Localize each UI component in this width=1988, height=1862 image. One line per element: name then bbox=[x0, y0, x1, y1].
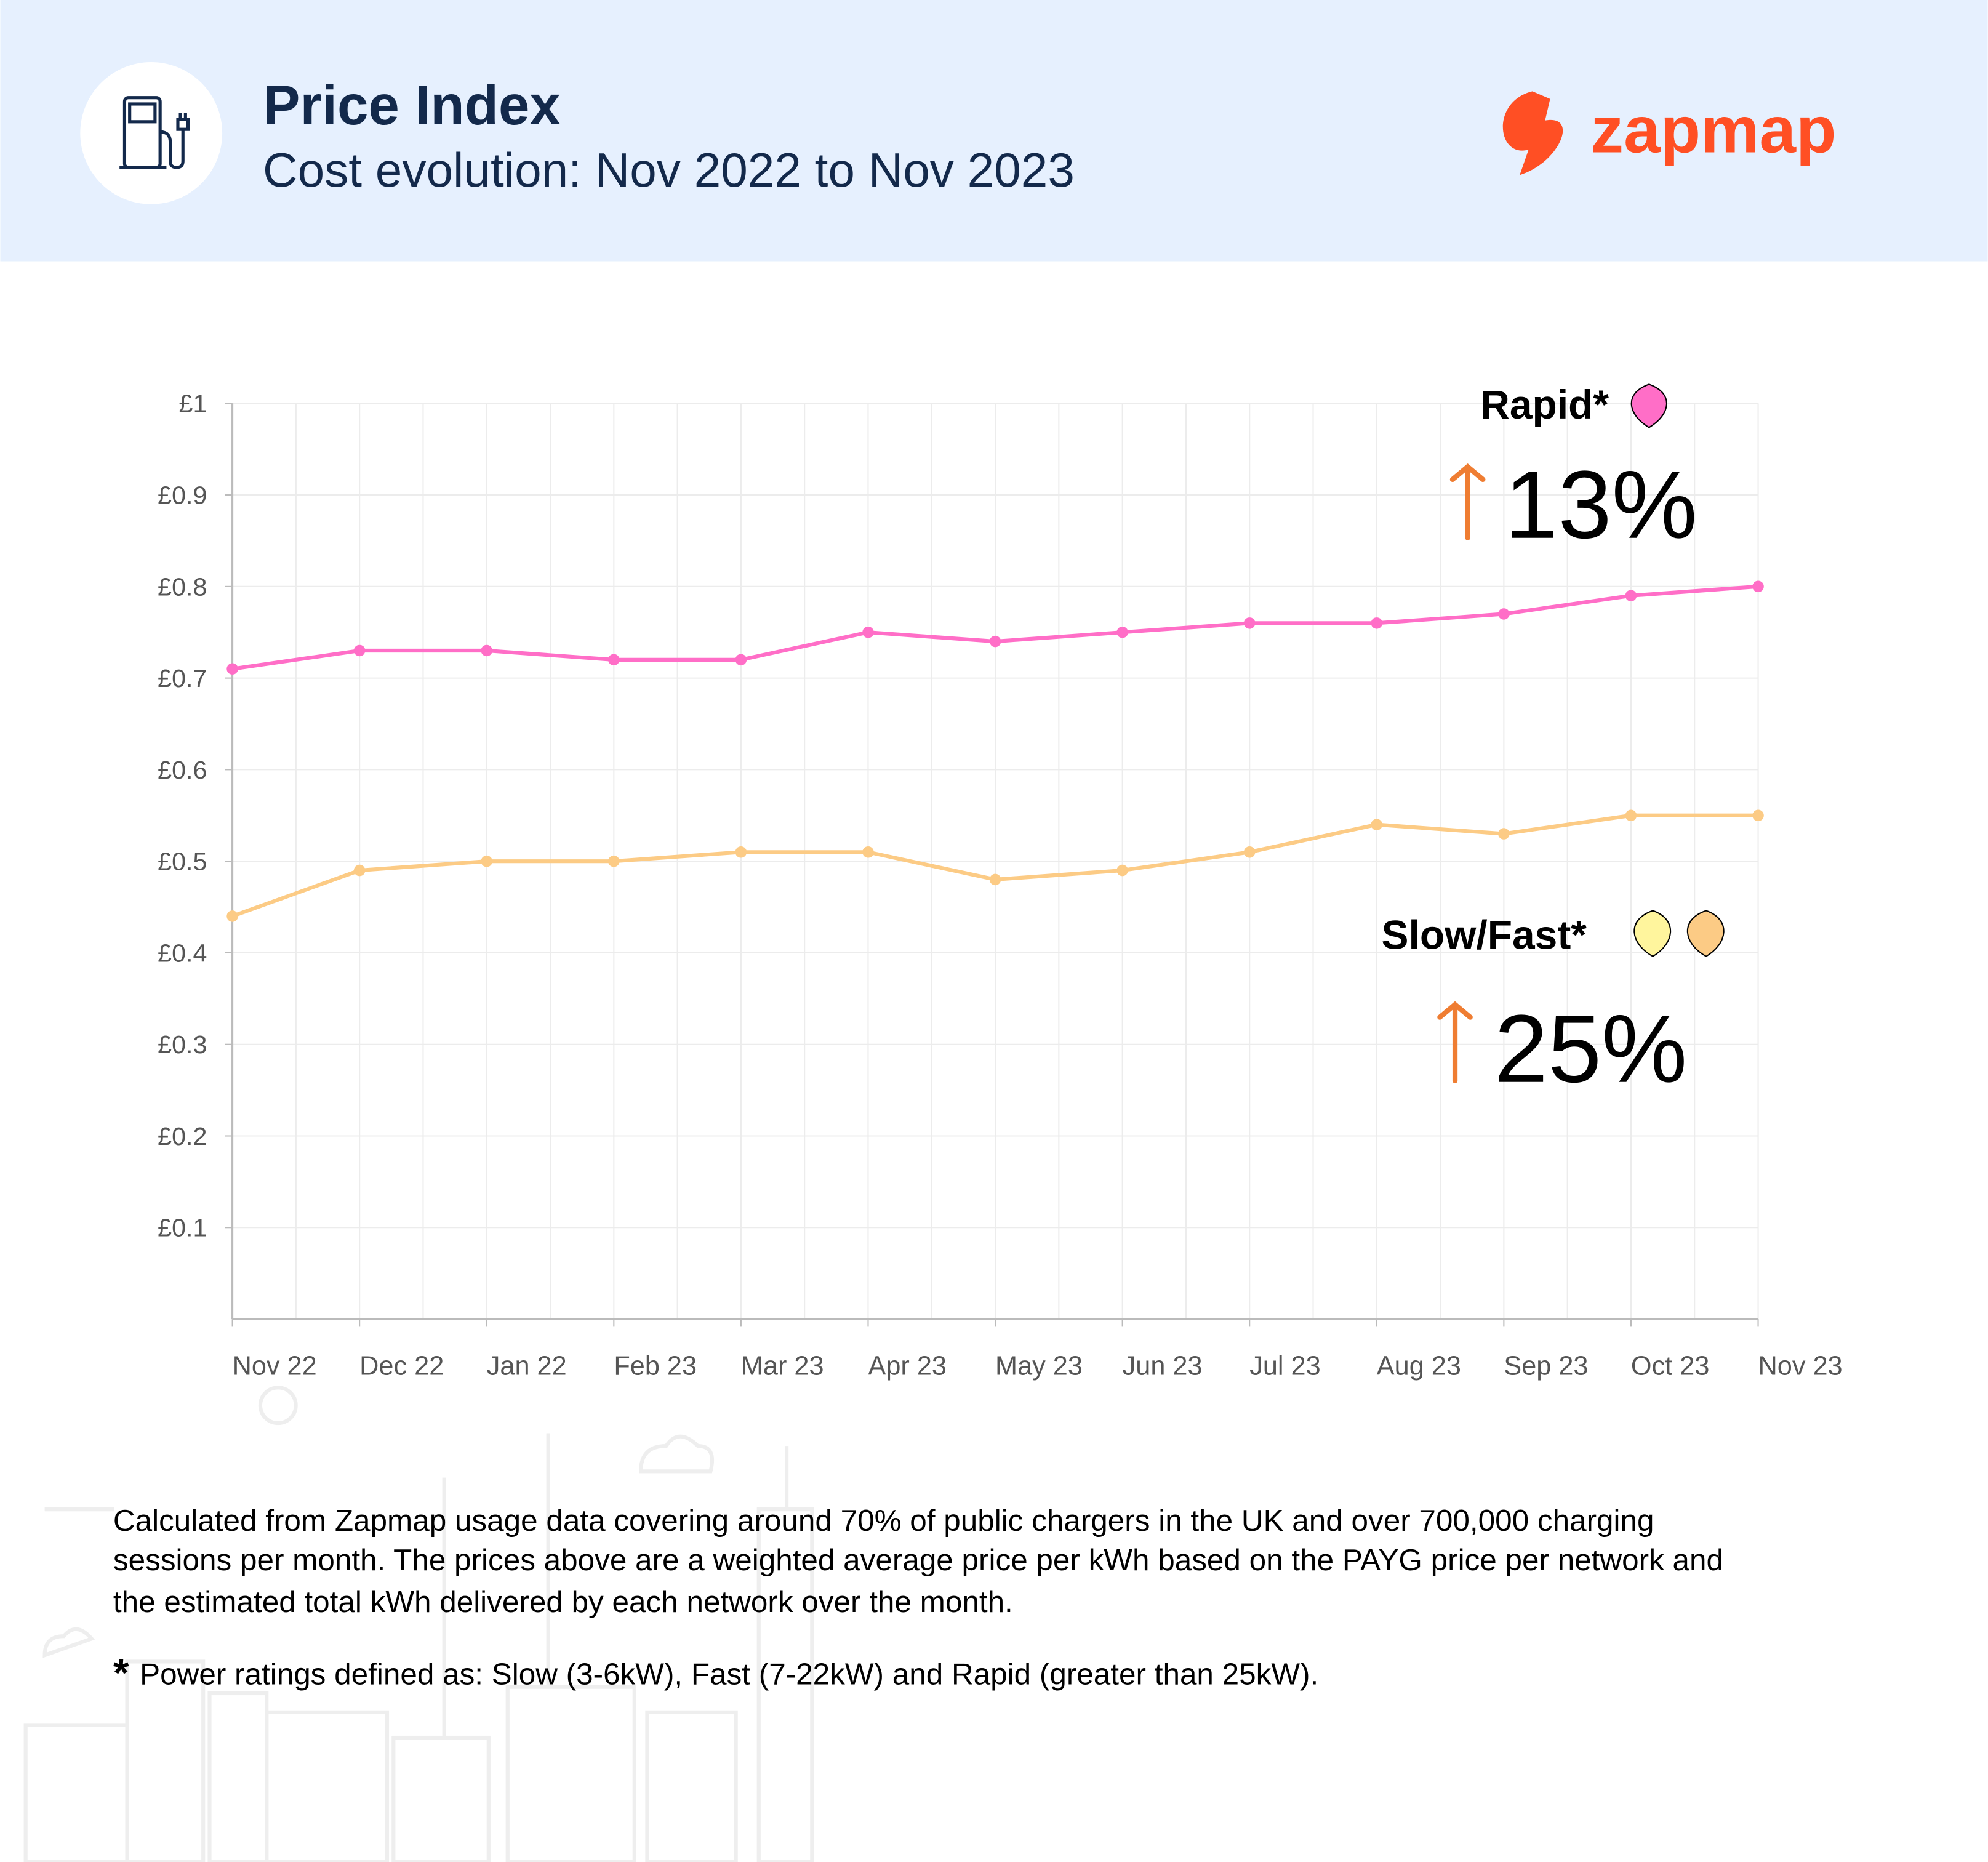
data-point bbox=[862, 626, 874, 638]
slowfast-change: 25% bbox=[1494, 995, 1687, 1103]
data-point bbox=[353, 864, 366, 877]
data-point bbox=[1116, 864, 1128, 877]
y-tick-label: £0.8 bbox=[158, 572, 207, 601]
asterisk: * bbox=[113, 1650, 129, 1696]
note-line: Calculated from Zapmap usage data coveri… bbox=[113, 1504, 1654, 1538]
x-tick-label: Nov 23 bbox=[1758, 1352, 1843, 1381]
x-axis-ticks: Nov 22 Dec 22 Jan 22 Feb 23 Mar 23 Apr 23 May … bbox=[231, 1319, 1843, 1381]
data-point bbox=[1752, 809, 1764, 822]
page-subtitle: Cost evolution: Nov 2022 to Nov 2023 bbox=[263, 143, 1075, 197]
y-tick-label: £0.3 bbox=[158, 1030, 207, 1059]
y-tick-label: £1 bbox=[179, 390, 207, 418]
x-tick-label: Jun 23 bbox=[1123, 1352, 1203, 1381]
data-point bbox=[1371, 819, 1383, 830]
arrow-up-icon bbox=[1437, 1001, 1473, 1083]
data-point bbox=[481, 644, 493, 657]
city-skyline-decoration bbox=[23, 1386, 814, 1862]
data-point bbox=[862, 846, 874, 858]
data-point bbox=[735, 846, 747, 858]
rapid-change: 13% bbox=[1504, 451, 1697, 559]
data-point bbox=[735, 654, 747, 666]
slowfast-label: Slow/Fast* bbox=[1382, 912, 1587, 957]
x-tick-label: Nov 22 bbox=[233, 1352, 317, 1381]
data-point bbox=[989, 635, 1001, 648]
data-point bbox=[1371, 617, 1383, 629]
data-point bbox=[353, 644, 366, 657]
x-tick-label: Dec 22 bbox=[359, 1352, 444, 1381]
data-point bbox=[1625, 809, 1637, 822]
slow-pin-icon bbox=[1633, 910, 1672, 957]
data-point bbox=[1243, 617, 1256, 629]
y-axis-ticks: £0.1 £0.2 £0.3 £0.4 £0.5 £0.6 £0.7 £0.8 £0.9 £1 bbox=[158, 390, 233, 1242]
data-point bbox=[1116, 626, 1128, 638]
data-point bbox=[226, 663, 238, 675]
rapid-annotation: Rapid* 13% bbox=[1449, 382, 1697, 559]
data-point bbox=[1498, 828, 1510, 840]
y-tick-label: £0.4 bbox=[158, 939, 207, 967]
note-line: the estimated total kWh delivered by eac… bbox=[113, 1585, 1013, 1619]
x-tick-label: May 23 bbox=[995, 1352, 1083, 1381]
y-tick-label: £0.9 bbox=[158, 481, 207, 509]
rapid-label: Rapid* bbox=[1480, 382, 1609, 427]
note-line: sessions per month. The prices above are… bbox=[113, 1543, 1723, 1577]
x-tick-label: Oct 23 bbox=[1631, 1352, 1709, 1381]
slowfast-annotation: Slow/Fast* 25% bbox=[1382, 910, 1725, 1103]
rapid-pin-icon bbox=[1630, 383, 1667, 428]
data-point bbox=[1752, 580, 1764, 593]
data-point bbox=[481, 855, 493, 867]
data-point bbox=[1625, 590, 1637, 601]
x-tick-label: Apr 23 bbox=[868, 1352, 946, 1381]
y-tick-label: £0.6 bbox=[158, 756, 207, 784]
page-title: Price Index bbox=[263, 74, 561, 137]
data-point bbox=[608, 654, 620, 666]
x-tick-label: Feb 23 bbox=[614, 1352, 697, 1381]
chart-series bbox=[226, 580, 1764, 922]
ev-charger-pump-icon bbox=[80, 62, 223, 204]
x-tick-label: Sep 23 bbox=[1504, 1352, 1588, 1381]
brand-name: zapmap bbox=[1591, 92, 1837, 166]
y-tick-label: £0.7 bbox=[158, 664, 207, 692]
y-tick-label: £0.5 bbox=[158, 848, 207, 876]
data-point bbox=[226, 910, 238, 922]
y-tick-label: £0.1 bbox=[158, 1214, 207, 1242]
fast-pin-icon bbox=[1686, 910, 1725, 957]
x-tick-label: Mar 23 bbox=[741, 1352, 824, 1381]
zapmap-logo: zapmap bbox=[1502, 91, 1837, 175]
x-tick-label: Jul 23 bbox=[1249, 1352, 1320, 1381]
header-band bbox=[0, 0, 1988, 262]
x-tick-label: Aug 23 bbox=[1377, 1352, 1461, 1381]
data-point bbox=[1498, 608, 1510, 620]
x-tick-label: Jan 22 bbox=[487, 1352, 567, 1381]
arrow-up-icon bbox=[1449, 463, 1486, 540]
data-point bbox=[989, 873, 1001, 886]
data-point bbox=[608, 855, 620, 867]
power-ratings-definition: Power ratings defined as: Slow (3-6kW), … bbox=[140, 1658, 1318, 1691]
data-point bbox=[1243, 846, 1256, 858]
footnote: Calculated from Zapmap usage data coveri… bbox=[113, 1504, 1723, 1695]
y-tick-label: £0.2 bbox=[158, 1122, 207, 1150]
